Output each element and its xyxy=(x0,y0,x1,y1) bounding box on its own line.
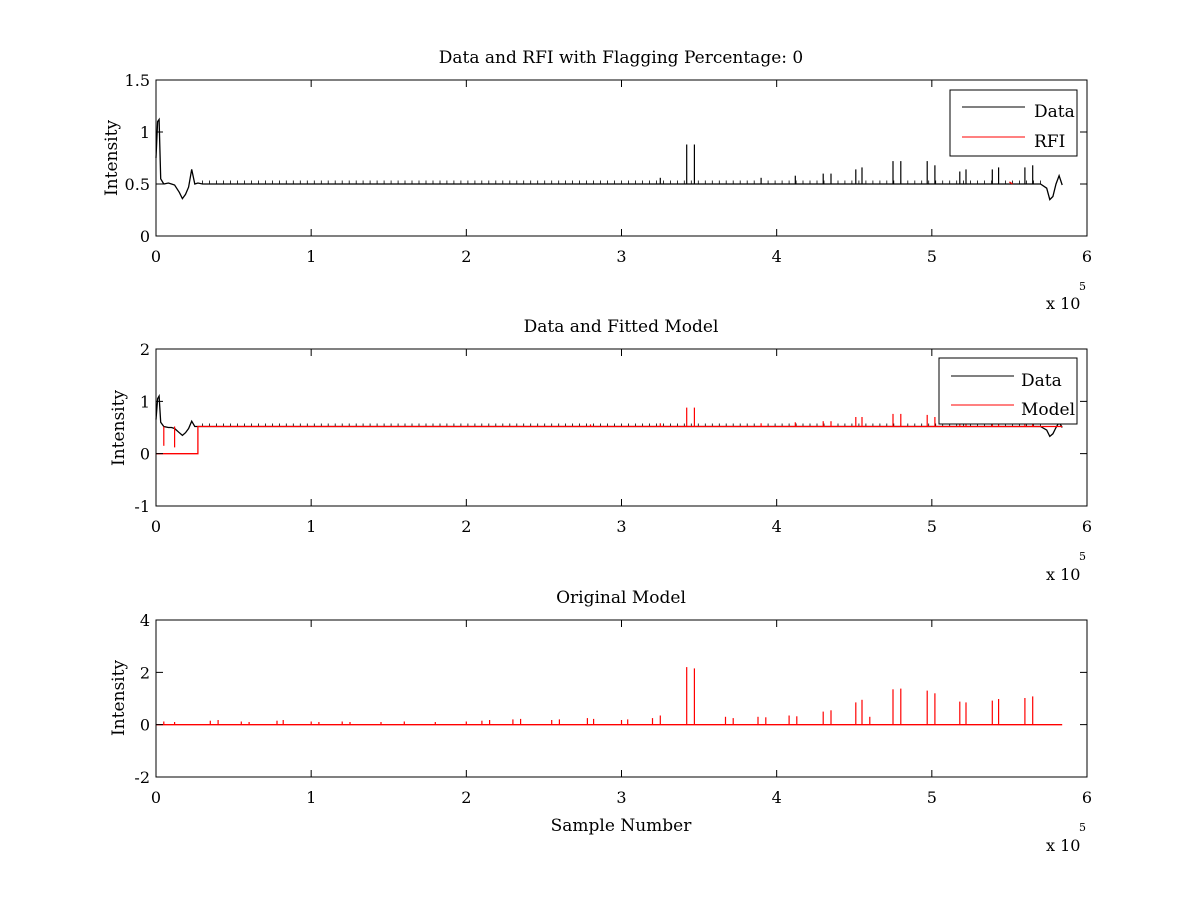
subplot-bottom-x-exponent: x 10 xyxy=(1046,836,1080,855)
x-tick-label: 2 xyxy=(461,517,471,536)
series-line xyxy=(1009,181,1013,185)
x-tick-label: 3 xyxy=(616,517,626,536)
x-tick-label: 5 xyxy=(927,247,937,266)
x-tick-label: 5 xyxy=(927,788,937,807)
subplot-top-legend: Data RFI xyxy=(949,89,1078,157)
y-tick-label: 4 xyxy=(140,611,150,630)
x-tick-label: 6 xyxy=(1082,517,1092,536)
subplot-top-x-exponent-power: 5 xyxy=(1079,280,1086,293)
subplot-middle-title: Data and Fitted Model xyxy=(524,317,719,337)
subplot-top: Data and RFI with Flagging Percentage: 0… xyxy=(102,48,1092,313)
x-tick-label: 6 xyxy=(1082,247,1092,266)
y-tick-label: 0 xyxy=(140,227,150,246)
x-tick-label: 4 xyxy=(772,247,782,266)
y-tick-label: 0.5 xyxy=(125,175,150,194)
y-tick-label: 2 xyxy=(140,663,150,682)
x-tick-label: 0 xyxy=(151,247,161,266)
subplot-bottom: Original Model Intensity Sample Number x… xyxy=(109,588,1092,855)
y-tick-label: 0 xyxy=(140,445,150,464)
y-tick-label: -2 xyxy=(134,768,150,787)
series-noise xyxy=(202,180,1041,184)
subplot-bottom-x-exponent-power: 5 xyxy=(1079,821,1086,834)
x-tick-label: 5 xyxy=(927,517,937,536)
subplot-middle-legend-box xyxy=(938,357,1078,425)
y-tick-label: 1.5 xyxy=(125,71,150,90)
subplot-top-x-exponent: x 10 xyxy=(1046,294,1080,313)
x-tick-label: 1 xyxy=(306,788,316,807)
series-line xyxy=(156,425,1063,455)
subplot-top-ylabel: Intensity xyxy=(102,120,122,196)
legend-label-data-2: Data xyxy=(1021,371,1062,391)
legend-label-model: Model xyxy=(1021,400,1075,420)
y-tick-label: 0 xyxy=(140,716,150,735)
subplot-bottom-xlabel: Sample Number xyxy=(551,816,693,836)
series-line xyxy=(155,393,1063,438)
x-tick-label: 4 xyxy=(772,517,782,536)
subplot-top-plot-area xyxy=(155,117,1063,201)
subplot-bottom-plot-area xyxy=(156,667,1063,726)
x-tick-label: 2 xyxy=(461,247,471,266)
subplot-middle-plot-area xyxy=(155,393,1063,455)
legend-label-data: Data xyxy=(1034,102,1075,122)
subplot-bottom-title: Original Model xyxy=(556,588,686,608)
x-tick-label: 1 xyxy=(306,517,316,536)
subplot-bottom-ylabel: Intensity xyxy=(109,660,129,736)
y-tick-label: -1 xyxy=(134,497,150,516)
series-line xyxy=(155,117,1063,201)
x-tick-label: 3 xyxy=(616,788,626,807)
legend-label-rfi: RFI xyxy=(1034,132,1065,152)
x-tick-label: 6 xyxy=(1082,788,1092,807)
subplot-middle-ylabel: Intensity xyxy=(109,390,129,466)
y-tick-label: 2 xyxy=(140,340,150,359)
subplot-middle: Data and Fitted Model Intensity x 10 5 D… xyxy=(109,317,1092,584)
subplot-middle-x-exponent: x 10 xyxy=(1046,565,1080,584)
subplot-middle-legend: Data Model xyxy=(938,357,1078,425)
y-tick-label: 1 xyxy=(140,123,150,142)
subplot-middle-x-exponent-power: 5 xyxy=(1079,550,1086,563)
y-tick-label: 1 xyxy=(140,392,150,411)
x-tick-label: 2 xyxy=(461,788,471,807)
x-tick-label: 4 xyxy=(772,788,782,807)
x-tick-label: 3 xyxy=(616,247,626,266)
x-tick-label: 0 xyxy=(151,517,161,536)
x-tick-label: 1 xyxy=(306,247,316,266)
x-tick-label: 0 xyxy=(151,788,161,807)
subplot-top-title: Data and RFI with Flagging Percentage: 0 xyxy=(439,48,803,68)
subplot-top-legend-box xyxy=(949,89,1078,157)
